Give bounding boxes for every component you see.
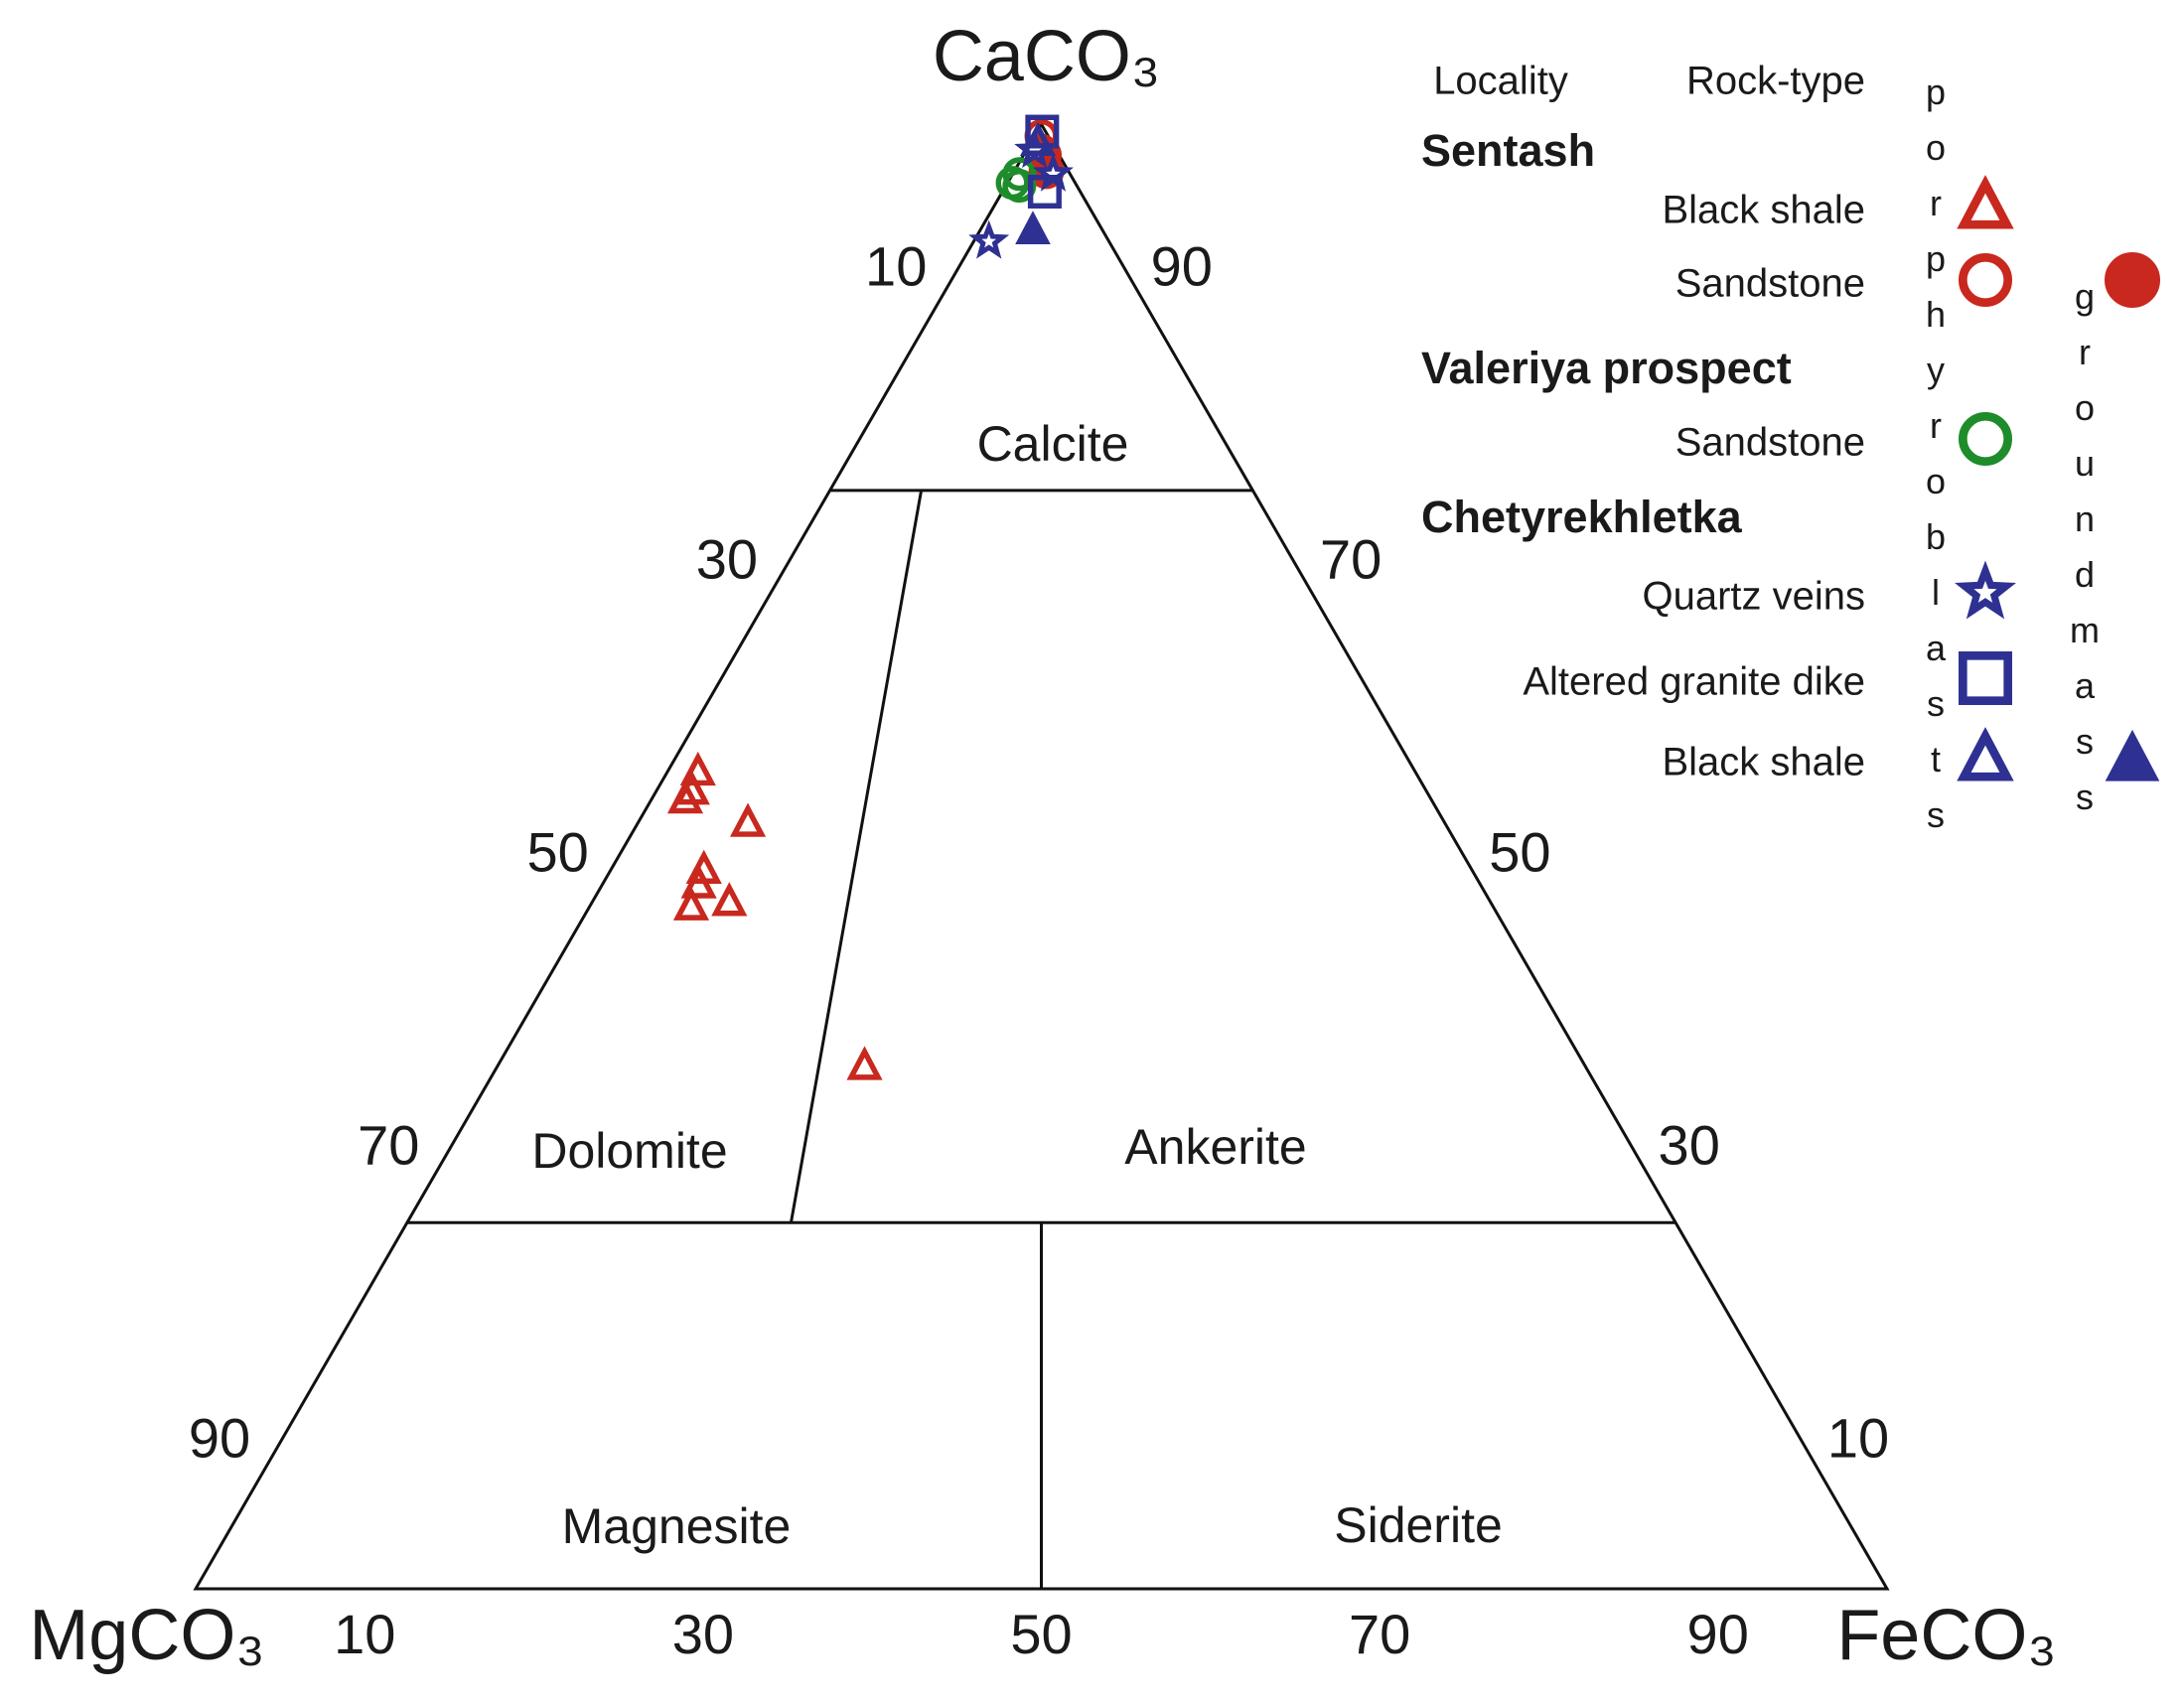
marker — [2105, 729, 2160, 781]
fe-tick-label: 70 — [1349, 1603, 1410, 1665]
fe-tick-label: 50 — [1010, 1603, 1072, 1665]
triangle-marker — [1020, 121, 1057, 157]
legend-header: Locality — [1433, 60, 1568, 103]
field-label: Magnesite — [562, 1498, 792, 1554]
triangle-marker — [729, 802, 767, 837]
legend-header: Rock-type — [1686, 60, 1865, 103]
marker — [1957, 727, 2014, 781]
marker — [1955, 560, 2016, 620]
fe-tick-label: 30 — [672, 1603, 734, 1665]
mg-tick-label: 90 — [189, 1406, 250, 1469]
triangle-marker — [2105, 729, 2160, 781]
rock-type-label: Altered granite dike — [1523, 660, 1865, 704]
rock-type-label: Quartz veins — [1642, 575, 1865, 619]
locality-label: Sentash — [1421, 125, 1595, 176]
triangle-marker — [1957, 727, 2014, 781]
marker — [729, 802, 767, 837]
locality-label: Chetyrekhletka — [1421, 492, 1743, 542]
mg-tick-label: 70 — [358, 1113, 419, 1176]
apex-label: CaCO₃ — [933, 17, 1160, 96]
marker — [1020, 121, 1057, 157]
rock-type-label: Black shale — [1662, 741, 1865, 784]
star-center — [1046, 166, 1061, 181]
square-marker — [1958, 651, 2012, 706]
marker — [846, 1046, 883, 1080]
marker — [1015, 211, 1051, 244]
marker — [1958, 412, 2012, 467]
star-center — [1027, 143, 1042, 157]
ca-tick-label: 90 — [1151, 234, 1213, 297]
locality-label: Valeriya prospect — [1421, 343, 1792, 393]
rock-type-label: Sandstone — [1675, 421, 1865, 465]
marker — [1025, 114, 1060, 149]
marker — [1957, 175, 2014, 229]
marker — [1032, 152, 1074, 192]
texture-label: porphyroblasts — [1915, 71, 1956, 850]
marker — [1958, 651, 2012, 706]
fe-tick-label: 10 — [334, 1603, 395, 1665]
field-label: Calcite — [977, 416, 1129, 472]
marker — [680, 864, 717, 899]
marker — [711, 882, 748, 917]
circle-marker — [1002, 157, 1037, 192]
marker — [672, 886, 710, 921]
marker — [1002, 169, 1037, 204]
mg-tick-label: 30 — [696, 527, 758, 590]
marker — [1002, 157, 1037, 192]
ca-tick-label: 70 — [1320, 527, 1382, 590]
field-label: Dolomite — [531, 1123, 727, 1179]
triangle-marker — [672, 886, 710, 921]
rock-type-label: Sandstone — [1675, 262, 1865, 306]
rock-type-label: Black shale — [1662, 189, 1865, 232]
star-center — [981, 233, 996, 248]
square-marker — [1025, 114, 1060, 149]
mg-tick-label: 50 — [526, 820, 588, 883]
ca-tick-label: 30 — [1659, 1113, 1720, 1176]
triangle-marker — [1957, 175, 2014, 229]
triangle-marker — [680, 864, 717, 899]
texture-label: groundmass — [2064, 276, 2105, 832]
ca-tick-label: 50 — [1489, 820, 1550, 883]
circle-marker — [1958, 412, 2012, 467]
circle-marker — [2105, 252, 2160, 308]
field-label: Ankerite — [1124, 1119, 1306, 1175]
circle-marker — [1002, 169, 1037, 204]
marker — [968, 219, 1010, 259]
marker — [1958, 253, 2012, 308]
mg-tick-label: 10 — [865, 234, 927, 297]
marker — [1027, 175, 1062, 210]
fe-tick-label: 90 — [1687, 1603, 1749, 1665]
field-label: Siderite — [1334, 1497, 1503, 1553]
field-boundary — [789, 490, 924, 1223]
triangle-marker — [846, 1046, 883, 1080]
triangle-marker — [1015, 211, 1051, 244]
ca-tick-label: 10 — [1827, 1406, 1889, 1469]
circle-marker — [1958, 253, 2012, 308]
apex-label: FeCO₃ — [1836, 1596, 2056, 1675]
triangle-marker — [666, 779, 704, 814]
square-marker — [1027, 175, 1062, 210]
star-center — [1973, 580, 1997, 603]
apex-label: MgCO₃ — [29, 1596, 264, 1675]
triangle-marker — [711, 882, 748, 917]
marker — [2105, 252, 2160, 308]
marker — [666, 779, 704, 814]
